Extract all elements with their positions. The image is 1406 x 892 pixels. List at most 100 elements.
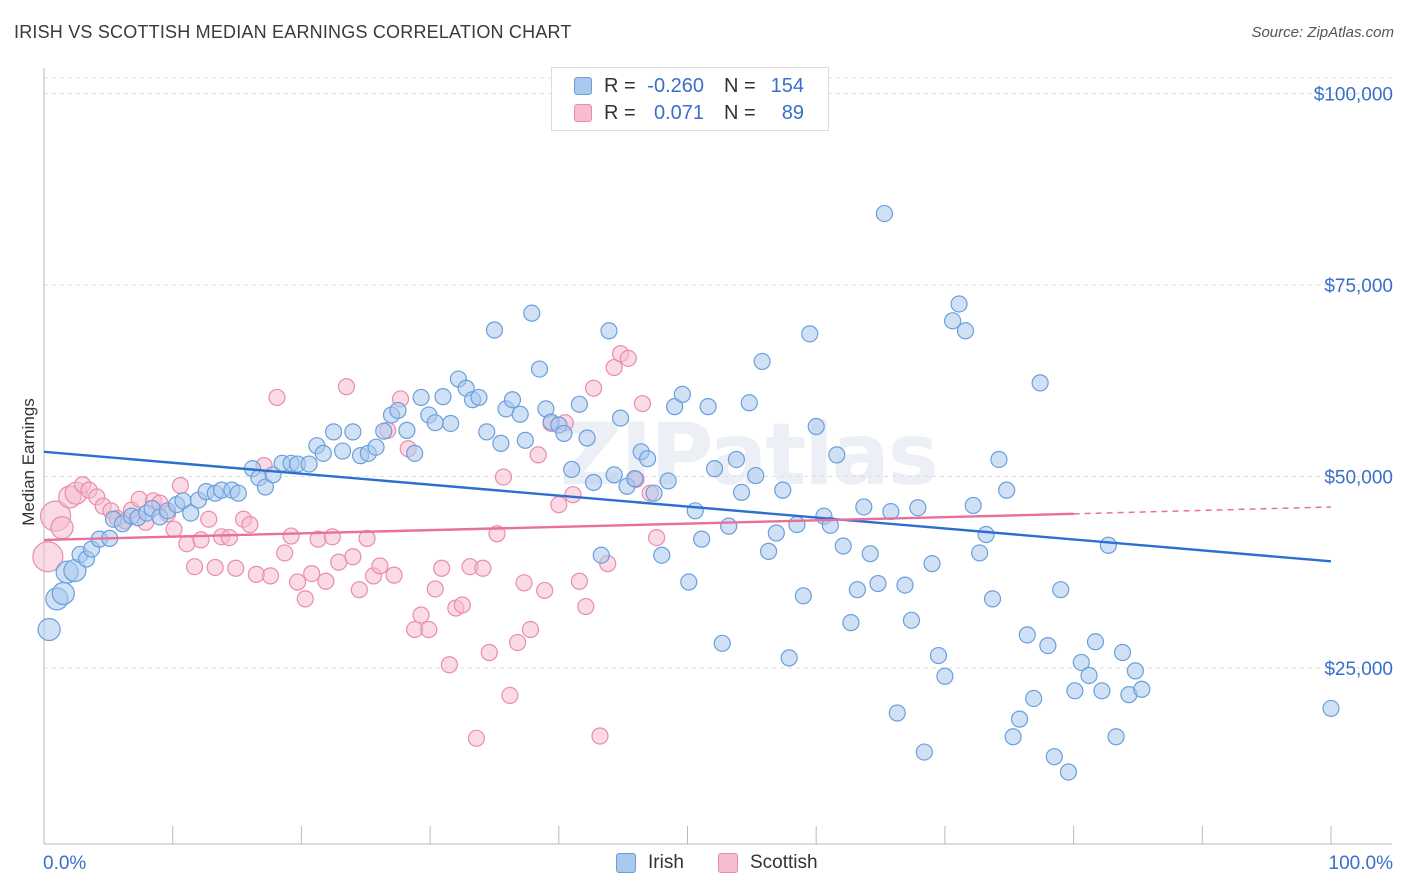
irish-point bbox=[977, 525, 995, 544]
irish-point bbox=[821, 516, 839, 534]
irish-point bbox=[645, 484, 663, 502]
irish-point bbox=[523, 304, 541, 322]
irish-point bbox=[344, 423, 362, 441]
scottish-point bbox=[192, 531, 210, 549]
scottish-point bbox=[261, 567, 280, 585]
scottish-point bbox=[529, 446, 547, 464]
scottish-point bbox=[171, 476, 190, 495]
y-tick-label: $25,000 bbox=[1324, 659, 1393, 680]
scottish-point bbox=[350, 581, 368, 599]
scottish-point bbox=[426, 580, 444, 598]
n-value: 89 bbox=[781, 101, 804, 124]
legend-label-scottish: Scottish bbox=[750, 852, 818, 873]
irish-point bbox=[478, 423, 496, 441]
irish-point bbox=[807, 417, 825, 436]
irish-point bbox=[584, 473, 603, 492]
irish-point bbox=[747, 466, 765, 485]
irish-point bbox=[639, 450, 657, 468]
irish-point bbox=[753, 352, 771, 371]
scottish-point bbox=[488, 525, 506, 543]
irish-point bbox=[1010, 710, 1029, 728]
irish-point bbox=[1126, 662, 1144, 680]
scottish-point bbox=[584, 379, 603, 397]
irish-point bbox=[834, 537, 852, 555]
irish-point bbox=[828, 446, 846, 464]
irish-point bbox=[1093, 682, 1111, 700]
irish-point bbox=[950, 295, 968, 313]
legend-row-scottish: R = 0.071 N = 89 bbox=[574, 100, 804, 126]
irish-point bbox=[1107, 728, 1125, 746]
irish-point bbox=[1080, 666, 1098, 685]
irish-trend-line bbox=[43, 450, 1332, 563]
irish-point bbox=[902, 611, 921, 629]
irish-point bbox=[774, 481, 792, 499]
irish-point bbox=[727, 450, 746, 469]
scottish-point bbox=[296, 590, 314, 608]
irish-point bbox=[964, 496, 982, 515]
scottish-point bbox=[317, 572, 335, 590]
irish-point bbox=[333, 442, 352, 460]
y-tick-label: $100,000 bbox=[1314, 84, 1393, 105]
scottish-trend-extension bbox=[1073, 506, 1332, 515]
scottish-point bbox=[605, 358, 623, 377]
irish-point bbox=[300, 455, 318, 473]
irish-point bbox=[503, 391, 522, 409]
irish-point bbox=[686, 502, 704, 520]
irish-point bbox=[375, 422, 393, 440]
scottish-point bbox=[344, 548, 362, 566]
irish-point bbox=[51, 581, 75, 606]
irish-point bbox=[693, 530, 711, 548]
scottish-point bbox=[480, 643, 498, 662]
irish-point bbox=[600, 322, 618, 340]
scottish-point bbox=[474, 559, 492, 577]
irish-point bbox=[983, 590, 1002, 608]
irish-point bbox=[1059, 763, 1078, 781]
irish-point bbox=[788, 515, 806, 534]
irish-point bbox=[324, 423, 343, 441]
scottish-point bbox=[337, 378, 356, 396]
r-value: 0.071 bbox=[653, 101, 704, 124]
y-tick-label: $50,000 bbox=[1324, 467, 1393, 488]
scottish-point bbox=[288, 573, 307, 591]
n-label: N = bbox=[724, 74, 756, 97]
irish-point bbox=[855, 498, 873, 516]
irish-swatch bbox=[574, 77, 592, 95]
scottish-point bbox=[50, 516, 74, 540]
scottish-point bbox=[165, 520, 183, 538]
irish-point bbox=[530, 360, 549, 378]
y-axis-title: Median Earnings bbox=[19, 398, 38, 526]
legend-label-irish: Irish bbox=[648, 852, 684, 873]
irish-point bbox=[1133, 680, 1151, 698]
irish-point bbox=[485, 321, 504, 339]
scottish-point bbox=[247, 565, 265, 583]
irish-point bbox=[406, 444, 424, 462]
legend-item-scottish[interactable]: Scottish bbox=[718, 852, 818, 874]
irish-point bbox=[1025, 689, 1043, 708]
scottish-point bbox=[521, 620, 540, 639]
irish-point bbox=[888, 704, 906, 722]
scottish-point bbox=[564, 486, 582, 504]
irish-point bbox=[780, 649, 798, 667]
irish-point bbox=[1322, 699, 1340, 718]
scottish-point bbox=[358, 529, 376, 547]
irish-point bbox=[659, 472, 677, 490]
irish-point bbox=[1072, 653, 1090, 672]
irish-point bbox=[592, 546, 610, 564]
irish-point bbox=[666, 398, 684, 416]
irish-point bbox=[653, 546, 671, 564]
irish-point bbox=[511, 405, 529, 423]
irish-point bbox=[367, 438, 385, 456]
scottish-point bbox=[206, 558, 224, 577]
scottish-point bbox=[200, 510, 218, 528]
scottish-trend-line bbox=[43, 512, 1074, 542]
scottish-point bbox=[633, 394, 652, 413]
irish-point bbox=[442, 414, 460, 433]
scottish-point bbox=[509, 633, 527, 652]
scottish-point bbox=[550, 496, 568, 514]
irish-point bbox=[956, 322, 975, 340]
scottish-point bbox=[570, 572, 588, 590]
irish-point bbox=[314, 444, 332, 462]
legend-item-irish[interactable]: Irish bbox=[616, 852, 684, 874]
irish-point bbox=[1113, 643, 1132, 662]
irish-point bbox=[1039, 637, 1057, 655]
